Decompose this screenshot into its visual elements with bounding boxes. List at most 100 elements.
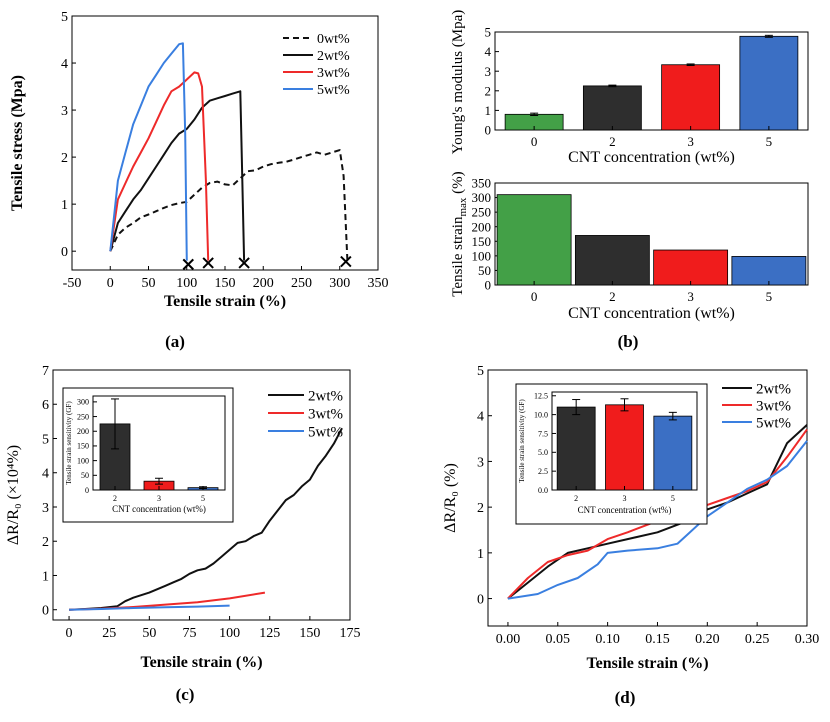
y-tick-label: 2 (61, 151, 68, 166)
x-tick-label: 250 (291, 276, 312, 291)
series-line-5wt% (69, 604, 230, 611)
bar-2 (574, 235, 650, 286)
y-tick-label: 0 (477, 592, 484, 607)
x-tick-label: 5 (766, 134, 773, 149)
bar-3 (653, 249, 729, 286)
y-axis-label: ΔR/R₀ (%) (442, 463, 459, 533)
x-tick-label: 0 (531, 289, 538, 304)
bar-5 (739, 35, 799, 131)
y-tick-label: 50 (81, 471, 89, 480)
inset-x-axis-label: CNT concentration (wt%) (578, 505, 672, 515)
x-tick-label: 0.15 (645, 632, 670, 647)
x-tick-label: 3 (623, 494, 627, 503)
x-axis-label: Tensile strain (%) (140, 654, 262, 671)
y-tick-label: 4 (477, 410, 484, 425)
legend-label: 0wt% (317, 32, 350, 47)
legend-label: 3wt% (756, 398, 791, 414)
y-tick-label: 0 (485, 123, 492, 138)
y-tick-label: 3 (61, 104, 68, 119)
bar-2 (556, 406, 596, 491)
y-tick-label: 4 (61, 57, 68, 72)
x-tick-label: 150 (215, 276, 236, 291)
fracture-marker (182, 258, 194, 271)
y-axis-label: ΔR/R₀ (×10⁴%) (5, 445, 22, 545)
y-tick-label: 6 (42, 398, 49, 413)
x-tick-label: 350 (368, 276, 389, 291)
x-tick-label: 0.30 (795, 632, 820, 647)
x-axis-label: CNT concentration (wt%) (568, 305, 735, 322)
y-tick-label: 3 (485, 64, 492, 79)
x-tick-label: 5 (201, 494, 205, 503)
y-tick-label: 0 (85, 486, 89, 495)
x-tick-label: 0.25 (745, 632, 770, 647)
series-line-5wt% (507, 440, 808, 600)
bar-3 (661, 64, 721, 131)
series-line-2wt% (109, 90, 246, 261)
fracture-marker (202, 257, 214, 269)
x-tick-label: 3 (687, 289, 694, 304)
y-tick-label: 7 (42, 364, 49, 379)
x-tick-label: 75 (182, 626, 196, 641)
y-label-unit: (%) (450, 171, 466, 197)
fracture-marker (340, 255, 352, 268)
y-tick-label: 2 (477, 501, 484, 516)
y-tick-label: 300 (77, 398, 89, 407)
y-tick-label: 4 (485, 44, 492, 59)
x-tick-label: 25 (102, 626, 116, 641)
y-tick-label: 1 (61, 198, 68, 213)
y-label-sub: max (457, 197, 469, 216)
y-tick-label: 50 (478, 263, 491, 278)
x-tick-label: 0 (66, 626, 73, 641)
plot-frame (494, 182, 809, 286)
x-tick-label: 2 (574, 494, 578, 503)
y-tick-label: 2.5 (538, 467, 548, 476)
panel-label-d: (d) (615, 688, 636, 707)
bar-2 (582, 85, 642, 131)
y-tick-label: 150 (472, 234, 492, 249)
inset-y-axis-label: Tensile strain sensitivity (GF) (518, 399, 526, 483)
x-tick-label: 3 (157, 494, 161, 503)
bar-0 (496, 194, 572, 286)
y-tick-label: 100 (472, 248, 492, 263)
y-label-main: Tensile strain (450, 216, 466, 297)
y-tick-label: 100 (77, 456, 89, 465)
y-tick-label: 150 (77, 442, 89, 451)
x-tick-label: 0 (107, 276, 114, 291)
legend-label: 2wt% (756, 381, 791, 397)
x-tick-label: 100 (176, 276, 197, 291)
x-tick-label: 0.00 (496, 632, 521, 647)
y-tick-label: 12.5 (534, 392, 548, 401)
y-axis-label: Tensile strainmax (%) (450, 171, 469, 296)
x-tick-label: 150 (299, 626, 320, 641)
legend-label: 3wt% (308, 406, 343, 422)
y-axis-label: Tensile stress (Mpa) (9, 75, 26, 211)
series-line-0wt% (109, 149, 349, 261)
x-tick-label: 2 (609, 289, 616, 304)
inset-chart: 0.0 2.5 5.0 7.5 10.0 12.5 2 3 5 CNT concentration… (515, 383, 708, 525)
y-tick-label: 200 (77, 427, 89, 436)
x-tick-label: 3 (687, 134, 694, 149)
y-tick-label: 2 (42, 535, 49, 550)
x-tick-label: 0.10 (595, 632, 620, 647)
y-tick-label: 0.0 (538, 486, 548, 495)
panel-a-chart: 0 1 2 3 4 5 -50 0 50 100 150 200 250 300 350 0wt% 2wt% 3w… (9, 10, 389, 310)
y-tick-label: 250 (77, 412, 89, 421)
legend-label: 2wt% (317, 49, 350, 64)
y-tick-label: 2 (485, 83, 492, 98)
y-tick-label: 5 (61, 10, 68, 25)
y-tick-label: 0 (485, 278, 492, 293)
x-axis-label: CNT concentration (wt%) (568, 149, 735, 166)
panel-label-b: (b) (618, 332, 639, 351)
y-tick-label: 5 (485, 25, 492, 40)
x-tick-label: 2 (113, 494, 117, 503)
y-tick-label: 1 (42, 569, 49, 584)
y-tick-label: 7.5 (538, 429, 548, 438)
y-tick-label: 0 (42, 604, 49, 619)
x-tick-label: 200 (253, 276, 274, 291)
y-tick-label: 5 (477, 364, 484, 379)
panel-label-c: (c) (176, 685, 195, 704)
